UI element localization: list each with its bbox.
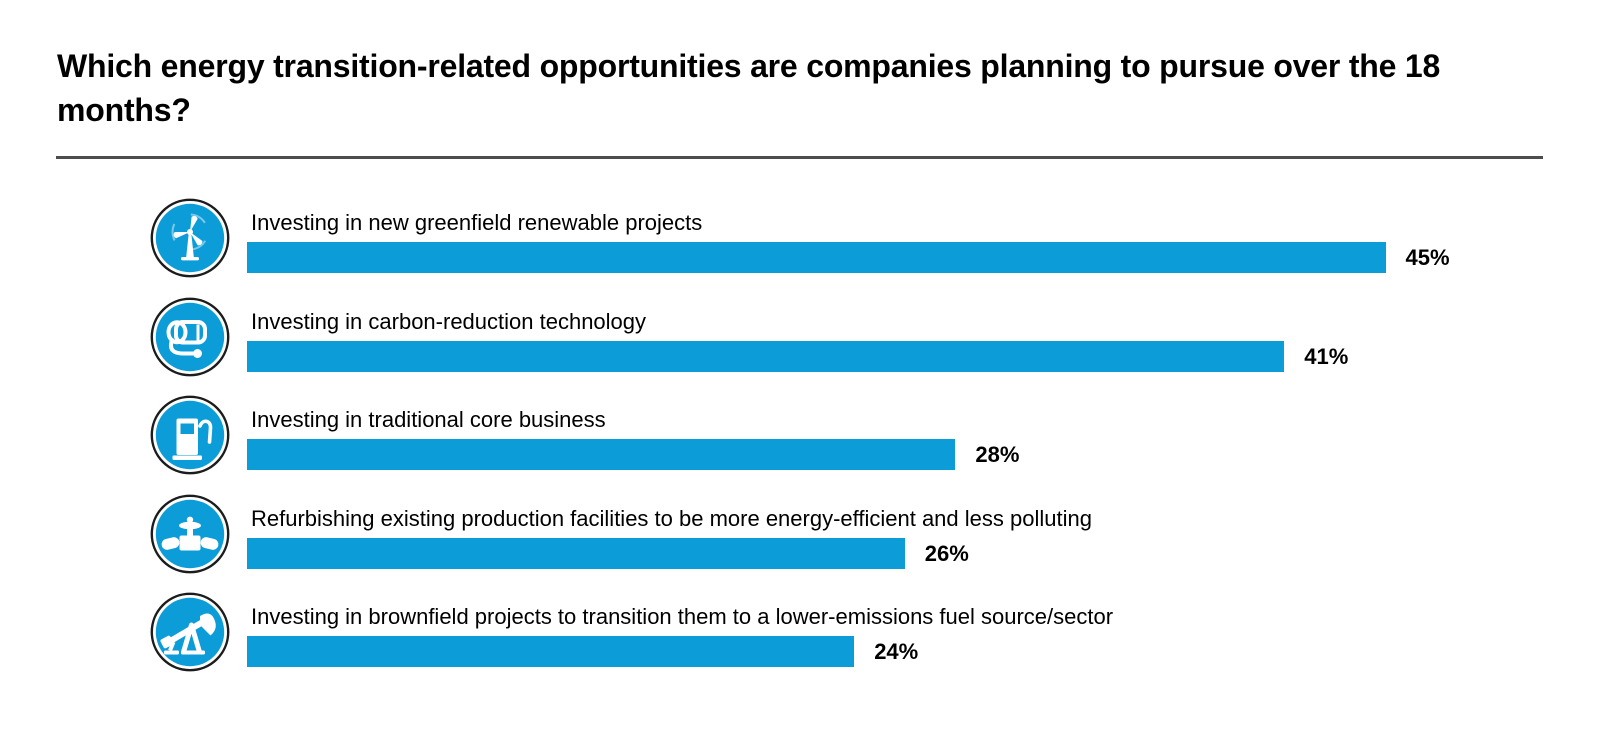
bar (247, 439, 956, 470)
chart-row: Investing in carbon-reduction technology… (0, 297, 1600, 395)
chart-row: Investing in new greenfield renewable pr… (0, 198, 1600, 296)
pipeline-valve-icon (150, 494, 230, 574)
fuel-pump-icon (150, 395, 230, 475)
chart-row: Refurbishing existing production facilit… (0, 494, 1600, 592)
bar (247, 636, 855, 667)
bar-label: Investing in carbon-reduction technology (251, 308, 647, 334)
value-label: 26% (924, 540, 969, 566)
carbon-capture-tank-icon (150, 297, 230, 377)
value-label: 24% (874, 639, 919, 664)
page-title: Which energy transition-related opportun… (57, 48, 1441, 128)
bar-label: Investing in new greenfield renewable pr… (251, 210, 703, 235)
bar (247, 242, 1386, 273)
title-divider (56, 156, 1543, 159)
value-label: 45% (1405, 245, 1450, 270)
oil-pump-jack-icon (150, 592, 230, 672)
bar (247, 537, 905, 569)
bar-label: Investing in traditional core business (251, 407, 606, 432)
bar-label: Refurbishing existing production facilit… (251, 505, 1092, 531)
chart-row: Investing in traditional core business 28… (0, 395, 1600, 493)
chart-row: Investing in brownfield projects to tran… (0, 592, 1600, 690)
bar (247, 340, 1285, 372)
bar-label: Investing in brownfield projects to tran… (251, 604, 1114, 629)
value-label: 28% (975, 442, 1020, 467)
value-label: 41% (1304, 343, 1349, 369)
wind-turbine-icon (150, 198, 230, 278)
